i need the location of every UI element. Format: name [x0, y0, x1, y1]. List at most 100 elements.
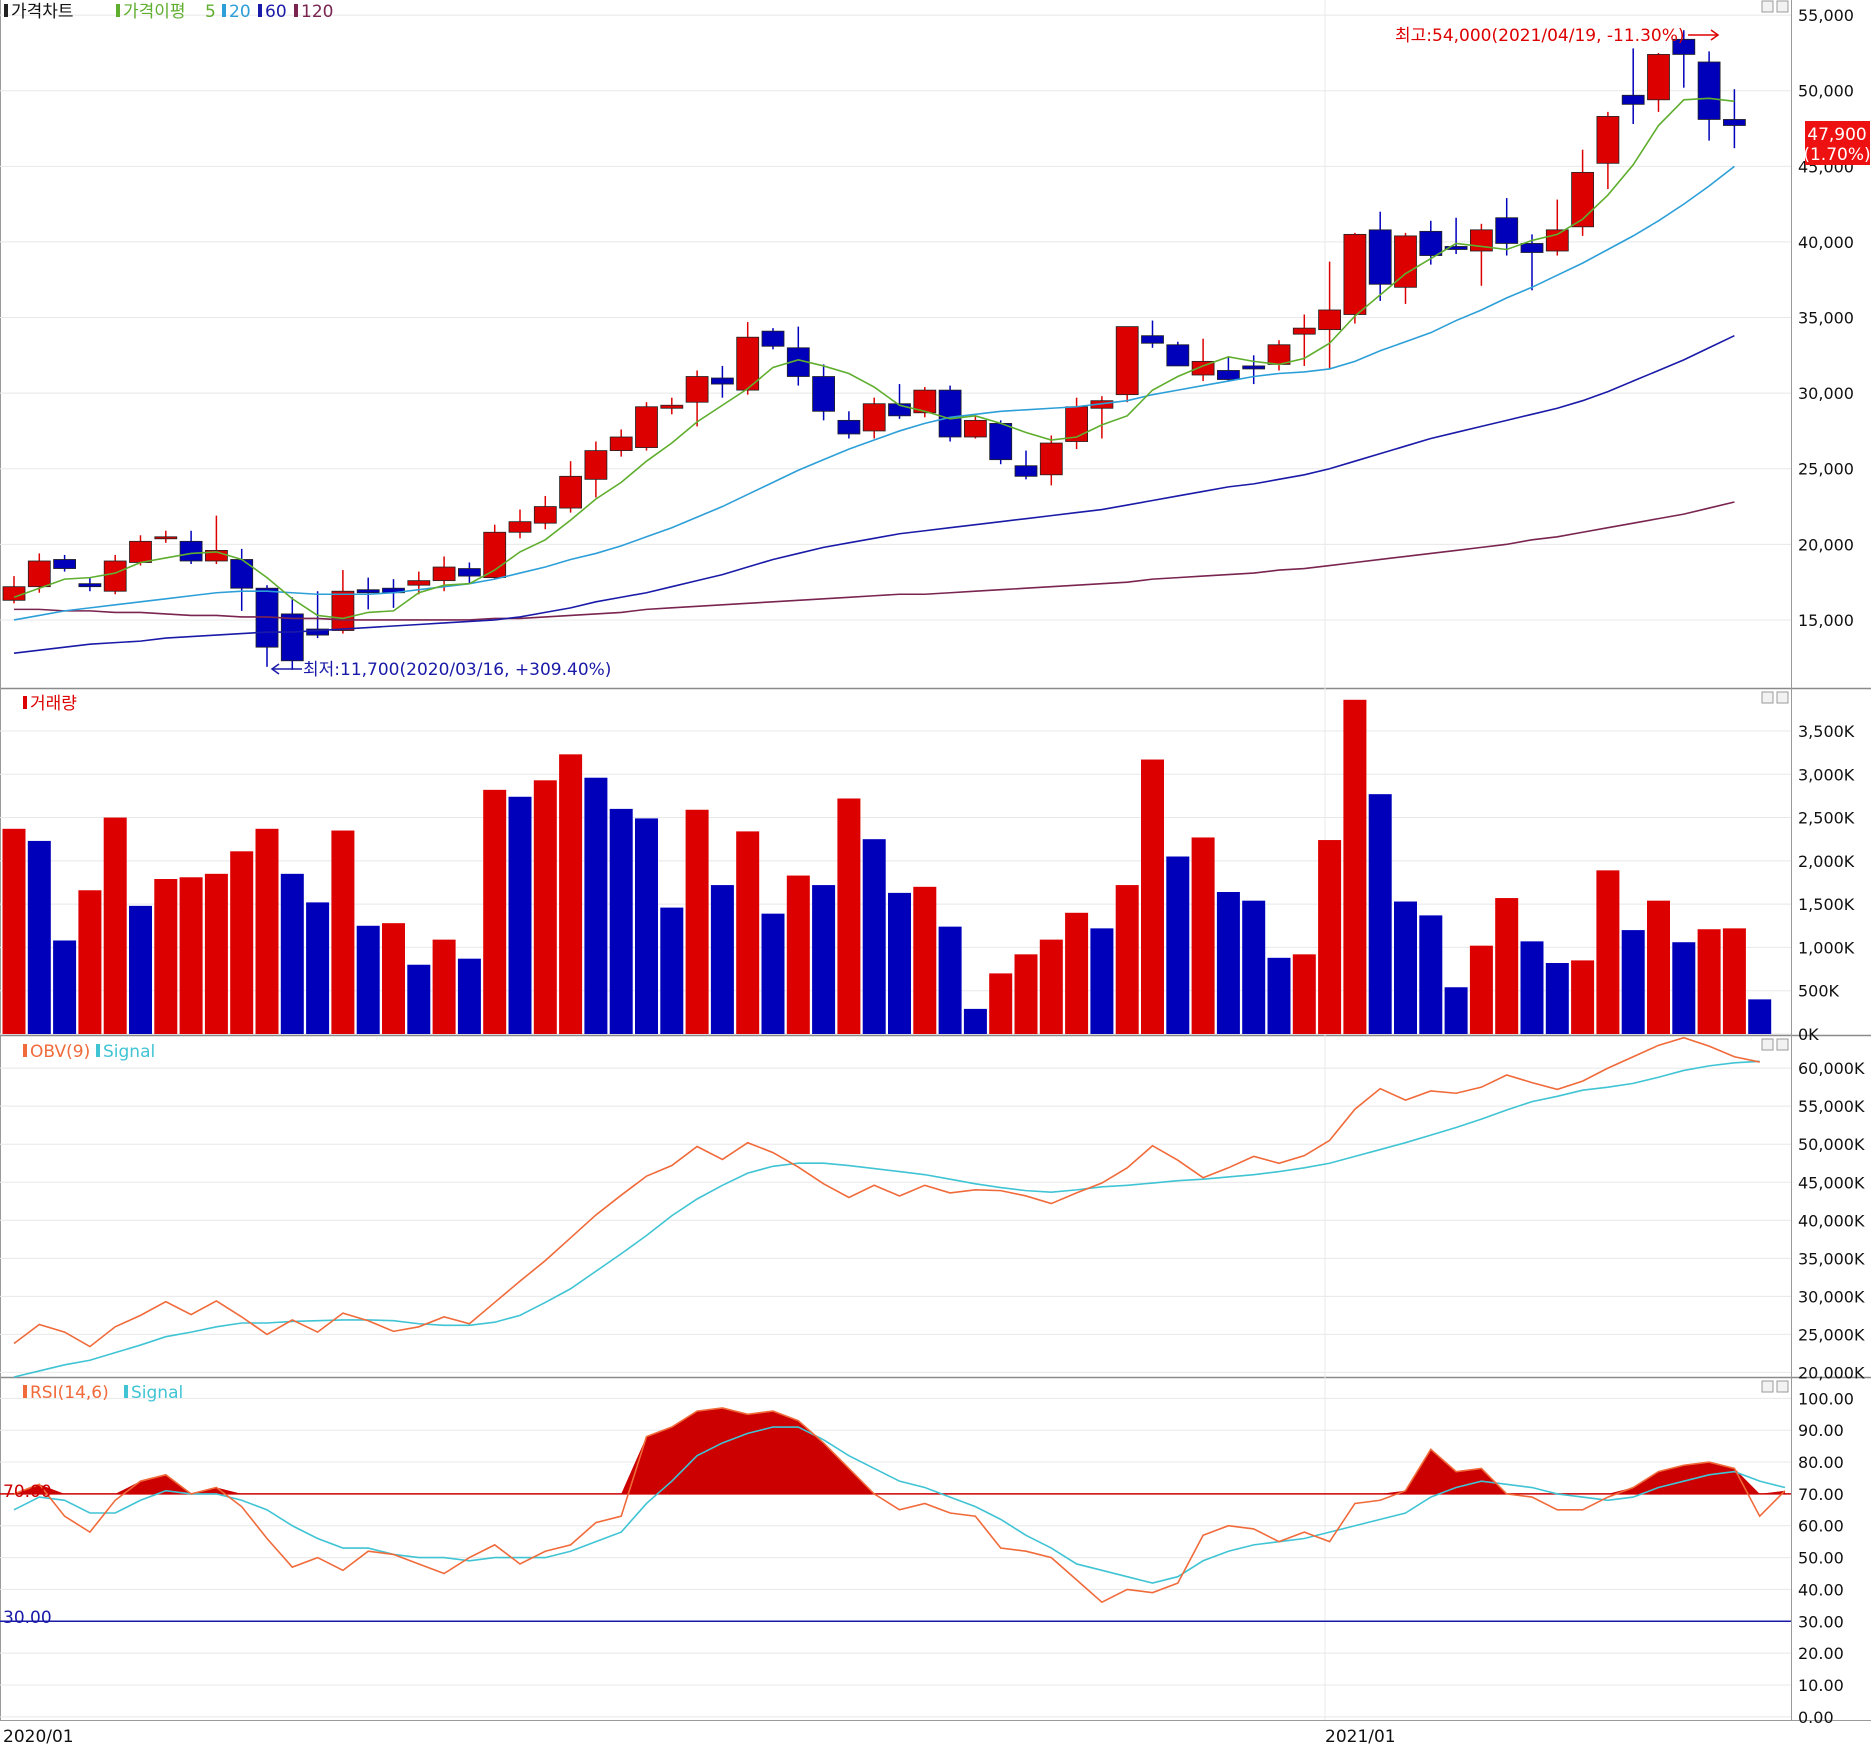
- close-icon[interactable]: [1776, 1038, 1789, 1051]
- volume-bar: [635, 818, 658, 1034]
- candle-body: [331, 590, 355, 631]
- price-tick-label: 30,000: [1798, 384, 1854, 403]
- candle: [837, 411, 861, 439]
- volume-bar: [27, 840, 51, 1034]
- volume-bar: [483, 789, 507, 1034]
- volume-bar: [154, 879, 178, 1034]
- minimize-icon[interactable]: [1761, 1380, 1774, 1393]
- candle: [559, 461, 582, 513]
- rsi-tick-label: 20.00: [1798, 1644, 1844, 1663]
- price-panel: [2, 30, 1746, 670]
- candle-body: [53, 559, 76, 569]
- obv-tick-label: 45,000K: [1798, 1173, 1865, 1192]
- candle-body: [812, 376, 835, 412]
- obv-tick-label: 30,000K: [1798, 1287, 1865, 1306]
- candle: [1419, 220, 1443, 265]
- candle: [584, 441, 608, 498]
- candle-body: [2, 586, 26, 601]
- obv-signal-line: [13, 1060, 1760, 1378]
- rsi-panel-controls[interactable]: [1761, 1380, 1789, 1393]
- price-tick-label: 35,000: [1798, 309, 1854, 328]
- volume-bar: [1368, 794, 1392, 1034]
- candle-body: [584, 450, 608, 480]
- candle: [533, 495, 557, 530]
- obv-line: [13, 1036, 1760, 1348]
- volume-panel-controls[interactable]: [1761, 691, 1789, 704]
- rsi-tick-label: 30.00: [1798, 1612, 1844, 1631]
- candle: [53, 554, 76, 572]
- obv-panel-controls[interactable]: [1761, 1038, 1789, 1051]
- candle-body: [559, 475, 582, 509]
- candle: [154, 530, 178, 543]
- candle-body: [1318, 309, 1341, 331]
- candle-body: [685, 376, 709, 403]
- volume-tick-label: 2,000K: [1798, 852, 1855, 871]
- volume-bar: [1115, 885, 1139, 1034]
- volume-bar: [786, 875, 810, 1034]
- rsi-tick-label: 40.00: [1798, 1580, 1844, 1599]
- candle-body: [1394, 235, 1417, 288]
- legend-ma5: 5: [205, 2, 216, 22]
- volume-bar: [78, 890, 102, 1034]
- candle: [1318, 261, 1341, 369]
- volume-bar: [204, 873, 228, 1034]
- price-tick-label: 25,000: [1798, 460, 1854, 479]
- volume-bar: [255, 828, 279, 1034]
- candle: [635, 402, 658, 451]
- obv-signal-marker: [96, 1044, 100, 1057]
- candle: [1368, 211, 1392, 301]
- candle: [1647, 52, 1670, 112]
- candle: [609, 429, 633, 457]
- high-note-arrowhead-icon: [1710, 29, 1720, 41]
- volume-bar: [1495, 898, 1519, 1034]
- volume-bar: [2, 828, 26, 1034]
- minimize-icon[interactable]: [1761, 0, 1774, 13]
- price-panel-controls[interactable]: [1761, 0, 1789, 13]
- rsi-panel: [0, 1407, 1791, 1623]
- obv-title-marker: [23, 1044, 27, 1057]
- candle-body: [1444, 246, 1468, 250]
- legend-marker-ma: [116, 4, 120, 17]
- minimize-icon[interactable]: [1761, 1038, 1774, 1051]
- volume-bar: [888, 892, 911, 1034]
- obv-tick-label: 60,000K: [1798, 1059, 1865, 1078]
- rsi-line: [13, 1407, 1786, 1604]
- volume-bar: [584, 777, 608, 1034]
- minimize-icon[interactable]: [1761, 691, 1774, 704]
- volume-tick-label: 3,500K: [1798, 722, 1855, 741]
- volume-bar: [989, 973, 1013, 1034]
- candle: [862, 397, 886, 439]
- volume-bar: [1014, 954, 1038, 1034]
- candle-body: [508, 521, 532, 533]
- volume-bar: [812, 885, 836, 1034]
- rsi-level-70-label: 70.00: [3, 1482, 52, 1502]
- volume-bar: [508, 796, 532, 1034]
- candle: [129, 535, 152, 566]
- candle-body: [154, 536, 178, 540]
- panel-controls[interactable]: [1761, 0, 1789, 1393]
- close-icon[interactable]: [1776, 691, 1789, 704]
- candle: [457, 562, 481, 584]
- candle: [1621, 48, 1645, 124]
- candle-body: [103, 560, 127, 592]
- candle-body: [533, 506, 557, 524]
- obv-tick-label: 25,000K: [1798, 1325, 1865, 1344]
- candle-body: [1723, 119, 1746, 126]
- candle: [78, 577, 102, 592]
- rsi-tick-label: 60.00: [1798, 1517, 1844, 1536]
- close-icon[interactable]: [1776, 0, 1789, 13]
- candle: [1394, 232, 1417, 304]
- volume-bar: [938, 926, 962, 1034]
- volume-tick-label: 0K: [1798, 1025, 1819, 1044]
- volume-bar: [1394, 901, 1417, 1034]
- rsi-tick-label: 70.00: [1798, 1485, 1844, 1504]
- candle: [685, 370, 709, 427]
- candle: [761, 328, 785, 350]
- candle-body: [1014, 465, 1038, 477]
- price-tick-label: 55,000: [1798, 6, 1854, 25]
- volume-bar: [1166, 856, 1190, 1034]
- close-icon[interactable]: [1776, 1380, 1789, 1393]
- volume-bar: [1065, 912, 1089, 1034]
- legend-marker-ma120: [294, 4, 298, 17]
